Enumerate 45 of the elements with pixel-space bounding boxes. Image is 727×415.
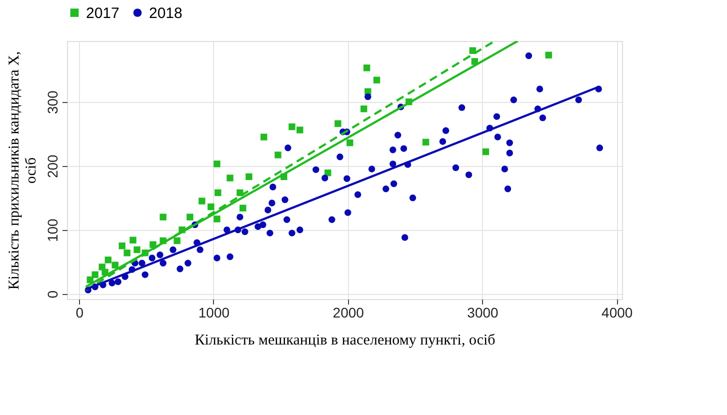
y-tick-label: 300 xyxy=(44,90,60,114)
point xyxy=(226,174,234,182)
point xyxy=(288,123,296,130)
legend-label: 2017 xyxy=(86,4,120,22)
point xyxy=(240,204,246,212)
point xyxy=(274,152,282,158)
point xyxy=(214,160,220,168)
point xyxy=(363,64,370,72)
point xyxy=(214,216,220,222)
point xyxy=(104,256,112,264)
y-tick-label: 100 xyxy=(44,218,60,242)
point xyxy=(118,242,126,250)
point xyxy=(334,120,342,127)
point xyxy=(134,246,140,254)
point xyxy=(186,214,194,220)
point xyxy=(422,138,430,146)
y-axis-title: Кількість прихильників кандидата X, осіб xyxy=(6,51,40,290)
point xyxy=(296,126,304,134)
point xyxy=(130,236,136,244)
x-tick-label: 3000 xyxy=(467,304,499,320)
x-tick-label: 0 xyxy=(76,304,84,320)
point xyxy=(360,106,368,112)
y-tick-label: 200 xyxy=(44,154,60,178)
x-axis-title: Кількість мешканців в населеному пункті, осіб xyxy=(194,332,496,348)
point xyxy=(124,250,130,256)
legend-label: 2018 xyxy=(149,4,182,22)
point xyxy=(545,52,552,58)
x-tick-label: 1000 xyxy=(198,304,230,320)
point xyxy=(469,47,476,54)
point xyxy=(214,189,222,196)
point xyxy=(208,203,214,210)
point xyxy=(346,139,354,146)
x-tick-label: 2000 xyxy=(332,304,364,320)
point xyxy=(482,148,490,156)
point xyxy=(160,214,166,220)
point xyxy=(92,271,98,278)
point xyxy=(373,76,380,84)
y-tick-label: 0 xyxy=(44,290,60,298)
point xyxy=(198,198,206,204)
point xyxy=(112,262,118,268)
x-tick-label: 4000 xyxy=(602,304,633,320)
point xyxy=(246,173,252,180)
point xyxy=(150,241,156,248)
point xyxy=(174,237,180,244)
point xyxy=(260,134,268,140)
